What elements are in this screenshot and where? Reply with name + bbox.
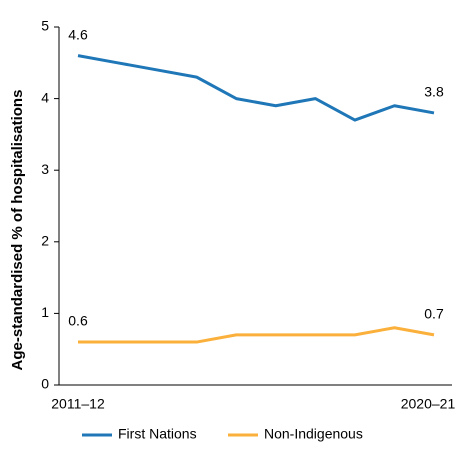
data-label: 0.6 [68,313,88,329]
x-tick-label: 2020–21 [401,396,456,412]
y-axis-title: Age-standardised % of hospitalisations [9,90,26,371]
legend-label: First Nations [118,426,197,442]
data-label: 3.8 [424,84,444,100]
x-tick-label: 2011–12 [51,396,105,412]
y-tick-label: 2 [41,233,49,249]
data-label: 0.7 [424,306,444,322]
y-tick-label: 3 [41,161,49,177]
line [77,54,435,122]
y-tick-label: 1 [41,304,49,320]
y-tick-label: 4 [41,89,49,105]
y-tick-label: 5 [41,18,49,34]
legend-label: Non-Indigenous [264,426,363,442]
line [78,326,435,344]
y-tick-label: 0 [41,376,49,392]
data-label: 4.6 [68,26,88,42]
